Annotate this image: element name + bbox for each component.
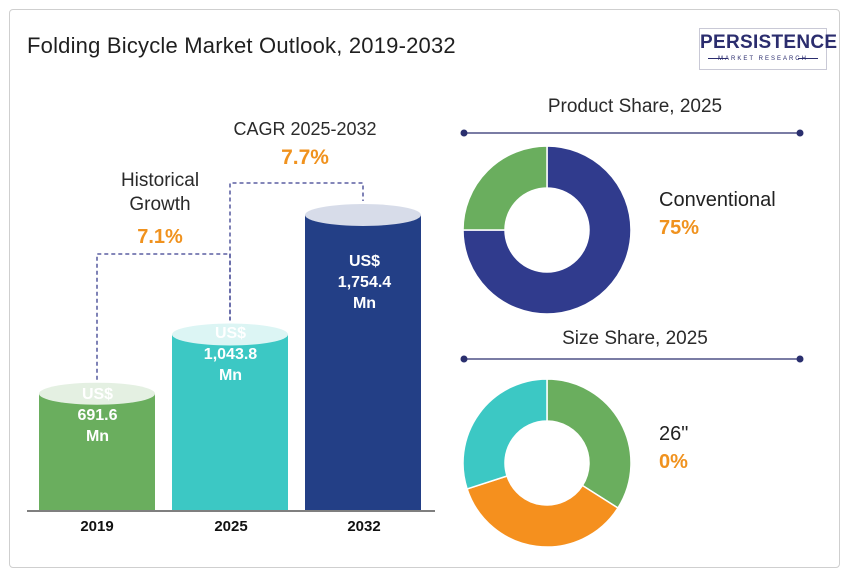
- bar-label-2025-currency: US$: [214, 325, 247, 342]
- bar-label-2019-value: 691.6: [77, 407, 118, 424]
- size-highlight-name: 26": [659, 423, 689, 445]
- x-tick-2019: 2019: [80, 518, 114, 535]
- bar-label-2019: US$ 691.6 Mn: [40, 384, 155, 447]
- section-rule-dot-right-1: [796, 355, 804, 363]
- x-tick-2032: 2032: [347, 518, 381, 535]
- page-title: Folding Bicycle Market Outlook, 2019-203…: [27, 33, 456, 58]
- bar-top-2025: [172, 323, 288, 346]
- bar-2032: [305, 215, 421, 510]
- bar-label-2032-currency: US$: [348, 253, 381, 270]
- logo-rule-left: [708, 58, 728, 59]
- bar-2019: [39, 393, 155, 510]
- product-highlight-value: 75%: [659, 217, 700, 239]
- size-highlight-value: 0%: [659, 451, 688, 473]
- bar-label-2025: US$ 1,043.8 Mn: [173, 323, 288, 386]
- cagr-connector: [229, 182, 364, 321]
- section-rule-dot-left-0: [460, 129, 468, 137]
- bar-label-2032: US$ 1,754.4 Mn: [307, 251, 422, 314]
- product-share-title: Product Share, 2025: [547, 96, 723, 117]
- historical-label-line1: Historical: [120, 170, 200, 191]
- bar-label-2025-unit: Mn: [218, 367, 243, 384]
- size-share-slice-1: [466, 475, 619, 548]
- historical-growth-value: 7.1%: [137, 226, 183, 248]
- bar-label-2032-value: 1,754.4: [337, 274, 392, 291]
- bar-top-2032: [305, 204, 421, 226]
- cagr-value: 7.7%: [281, 146, 329, 169]
- persistence-logo: PERSISTENCE MARKET RESEARCH: [699, 28, 838, 70]
- logo-subtext: MARKET RESEARCH: [718, 56, 808, 62]
- product-highlight-name: Conventional: [659, 189, 776, 211]
- product-share-slice-1: [462, 145, 548, 231]
- section-rule-dot-right-0: [796, 129, 804, 137]
- section-rule-dot-left-1: [460, 355, 468, 363]
- size-share-slice-2: [462, 378, 548, 490]
- logo-rule-right: [798, 58, 818, 59]
- cagr-label: CAGR 2025-2032: [233, 119, 377, 139]
- x-tick-2025: 2025: [214, 518, 248, 535]
- product-share-slice-0: [462, 145, 632, 315]
- bar-top-2019: [39, 382, 155, 405]
- historical-label-line2: Growth: [129, 194, 191, 215]
- bar-label-2032-unit: Mn: [352, 295, 377, 312]
- bar-label-2025-value: 1,043.8: [203, 346, 258, 363]
- size-share-title: Size Share, 2025: [562, 328, 708, 349]
- bar-label-2019-unit: Mn: [85, 428, 110, 445]
- logo-wordmark: PERSISTENCE: [700, 32, 838, 53]
- bar-label-2019-currency: US$: [81, 386, 114, 403]
- size-share-slice-0: [546, 378, 632, 510]
- historical-growth-connector: [96, 253, 231, 380]
- bar-2025: [172, 334, 288, 510]
